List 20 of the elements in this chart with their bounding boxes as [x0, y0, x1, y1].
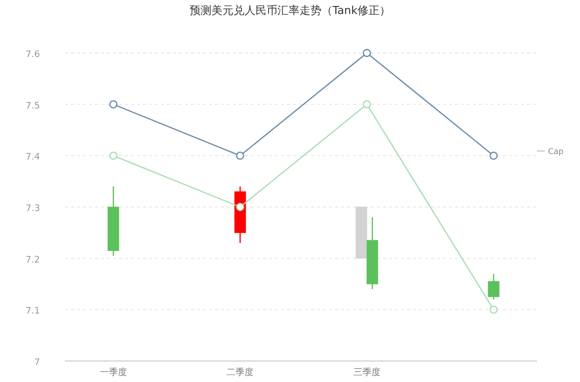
y-tick-label: 7.2: [26, 255, 40, 266]
y-tick-label: 7.5: [26, 101, 40, 112]
y-tick-label: 7.6: [26, 50, 40, 60]
point: [109, 152, 118, 160]
point: [362, 100, 371, 108]
legend-label: Cap: [548, 147, 564, 156]
point: [490, 152, 498, 160]
point: [362, 48, 371, 58]
point: [490, 306, 498, 314]
point: [236, 202, 244, 212]
x-tick-label: 二季度: [226, 367, 254, 378]
y-tick-label: 7.4: [26, 152, 40, 163]
point: [109, 100, 118, 108]
y-tick-label: 7.3: [26, 204, 40, 214]
y-tick-label: 7.1: [26, 306, 40, 317]
x-tick-label: 三季度: [353, 367, 380, 378]
point: [236, 152, 244, 160]
x-tick-label: 一季度: [100, 367, 127, 378]
chart-title: 预测美元兑人民币汇率走势（Tank修正）: [190, 4, 390, 17]
y-tick-label: 7: [34, 358, 40, 368]
